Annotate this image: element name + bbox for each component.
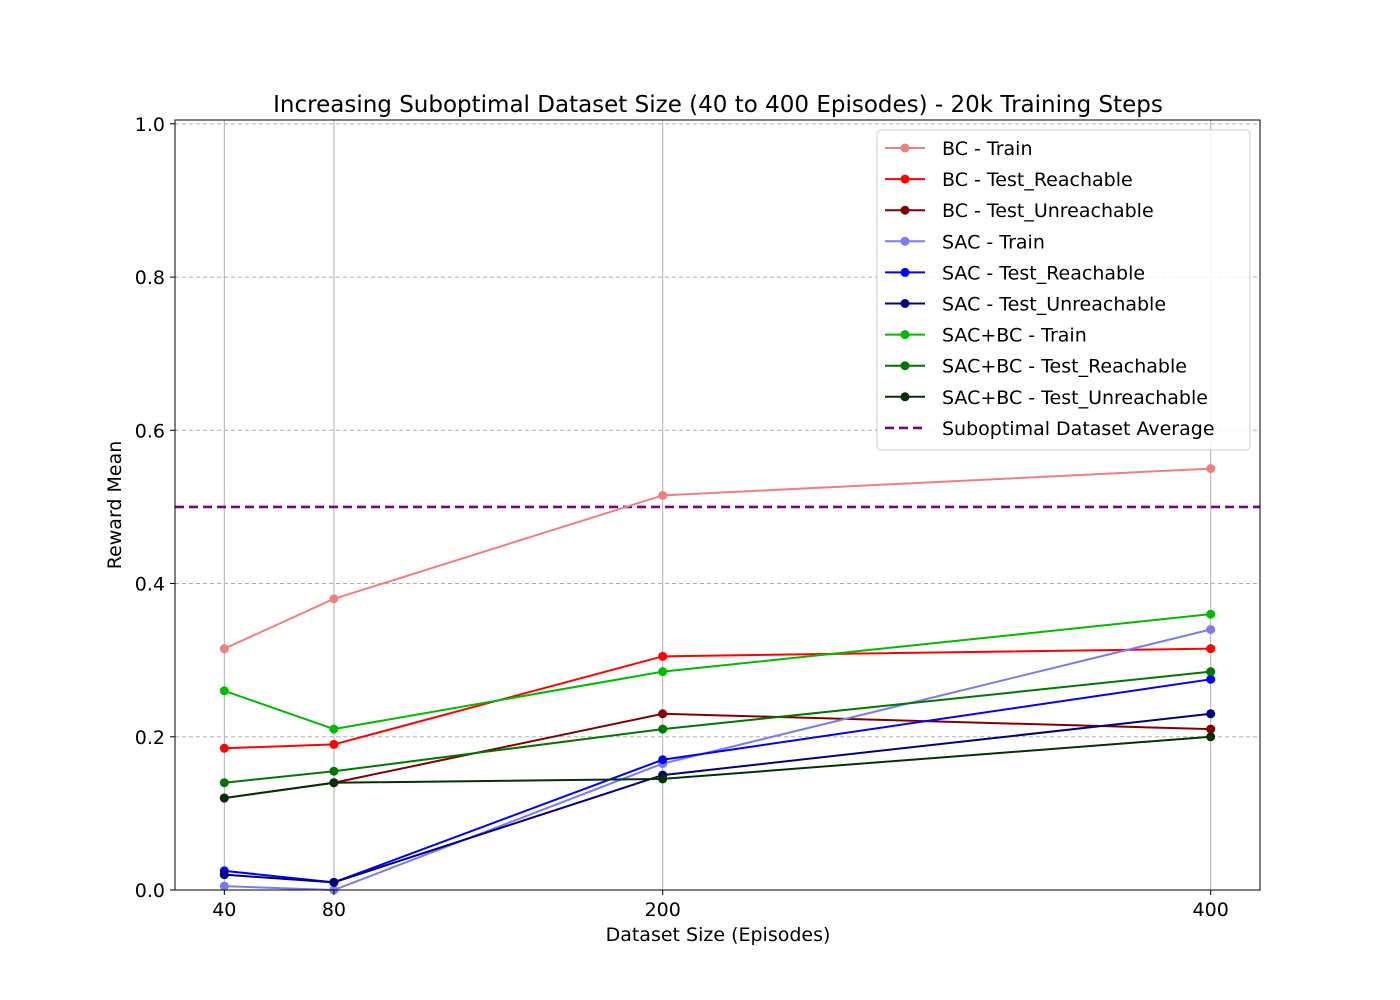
- legend-swatch-marker: [900, 205, 910, 215]
- data-point: [1206, 709, 1216, 719]
- legend-item: SAC+BC - Test_Unreachable: [885, 387, 1208, 409]
- data-point: [219, 793, 229, 803]
- series-line: [224, 712, 1211, 800]
- series-line: [223, 613, 1211, 731]
- data-point: [658, 755, 668, 765]
- legend-label: SAC - Train: [942, 231, 1045, 253]
- legend-label: SAC - Test_Unreachable: [942, 294, 1166, 316]
- legend-item: BC - Test_Reachable: [885, 169, 1133, 191]
- legend-swatch-marker: [900, 236, 910, 246]
- x-axis-ticks: 40 80 200 400: [212, 890, 1229, 921]
- y-tick-label: 0.8: [135, 267, 165, 289]
- legend-label: BC - Test_Reachable: [942, 169, 1133, 191]
- y-tick-label: 0.0: [135, 880, 165, 902]
- series-line: [224, 712, 1211, 884]
- data-point: [658, 667, 668, 677]
- data-point: [329, 766, 339, 776]
- plot-area-frame: [174, 119, 1261, 891]
- y-axis-ticks: 0.0 0.2 0.4 0.6 0.8 1.0: [135, 114, 175, 902]
- series-line: [224, 735, 1211, 800]
- legend: BC - Train BC - Test_Reachable BC - Test_U…: [876, 129, 1251, 451]
- data-point: [1206, 732, 1216, 742]
- data-point: [1206, 724, 1216, 734]
- x-tick-label: 200: [645, 899, 681, 921]
- chart-title: Increasing Suboptimal Dataset Size (40 t…: [273, 92, 1163, 118]
- legend-swatch-marker: [900, 392, 910, 402]
- legend-label: SAC - Test_Reachable: [942, 262, 1145, 284]
- y-tick-label: 0.2: [135, 727, 165, 749]
- legend-item: BC - Train: [885, 138, 1033, 160]
- data-point: [1206, 625, 1216, 635]
- data-point: [658, 651, 668, 661]
- legend-item: SAC - Test_Reachable: [885, 262, 1145, 284]
- data-point: [219, 870, 229, 880]
- legend-label: Suboptimal Dataset Average: [942, 418, 1215, 440]
- y-tick-label: 1.0: [135, 114, 165, 136]
- data-point: [219, 686, 229, 696]
- data-point: [658, 774, 668, 784]
- legend-item: BC - Test_Unreachable: [885, 200, 1154, 222]
- series-0: [219, 464, 1216, 654]
- data-point: [658, 709, 668, 719]
- legend-item: Suboptimal Dataset Average: [885, 418, 1215, 440]
- series-8: [219, 732, 1216, 803]
- data-point: [1206, 609, 1216, 619]
- legend-item: SAC+BC - Train: [885, 325, 1087, 347]
- series-line: [224, 647, 1211, 750]
- data-point: [219, 881, 229, 891]
- data-point: [219, 778, 229, 788]
- series-line: [224, 670, 1211, 784]
- legend-swatch-marker: [900, 267, 910, 277]
- legend-item: SAC+BC - Test_Reachable: [885, 356, 1187, 378]
- legend-swatch-marker: [900, 174, 910, 184]
- x-axis-label: Dataset Size (Episodes): [606, 924, 831, 946]
- series-line: [224, 628, 1211, 892]
- series-layer: [219, 464, 1216, 895]
- legend-box: [876, 129, 1251, 451]
- data-point: [1206, 644, 1216, 654]
- y-tick-label: 0.6: [135, 420, 165, 442]
- y-axis-label: Reward Mean: [104, 441, 126, 570]
- data-point: [219, 743, 229, 753]
- data-point: [329, 594, 339, 604]
- data-point: [329, 739, 339, 749]
- data-point: [658, 490, 668, 500]
- series-line: [224, 678, 1211, 884]
- legend-label: SAC+BC - Train: [942, 325, 1087, 347]
- legend-swatch-marker: [900, 299, 910, 308]
- series-6: [219, 609, 1216, 734]
- series-4: [219, 674, 1216, 887]
- data-point: [219, 644, 229, 654]
- series-line: [223, 467, 1211, 650]
- legend-swatch-marker: [900, 143, 910, 153]
- legend-swatch-marker: [900, 361, 910, 371]
- y-tick-label: 0.4: [135, 574, 165, 596]
- legend-item: SAC - Train: [885, 231, 1045, 253]
- data-point: [1206, 674, 1216, 684]
- legend-label: BC - Test_Unreachable: [942, 200, 1154, 222]
- legend-label: SAC+BC - Test_Unreachable: [942, 387, 1208, 409]
- data-point: [329, 778, 339, 788]
- data-point: [329, 877, 339, 887]
- x-tick-label: 80: [322, 899, 346, 921]
- legend-swatch-marker: [900, 330, 910, 340]
- data-point: [1206, 464, 1216, 474]
- data-point: [658, 724, 668, 734]
- legend-label: SAC+BC - Test_Reachable: [942, 356, 1187, 378]
- data-point: [1206, 667, 1216, 677]
- legend-item: SAC - Test_Unreachable: [885, 294, 1166, 316]
- x-tick-label: 400: [1193, 899, 1229, 921]
- series-7: [219, 667, 1216, 788]
- x-tick-label: 40: [212, 899, 236, 921]
- legend-label: BC - Train: [942, 138, 1033, 160]
- data-point: [329, 724, 339, 734]
